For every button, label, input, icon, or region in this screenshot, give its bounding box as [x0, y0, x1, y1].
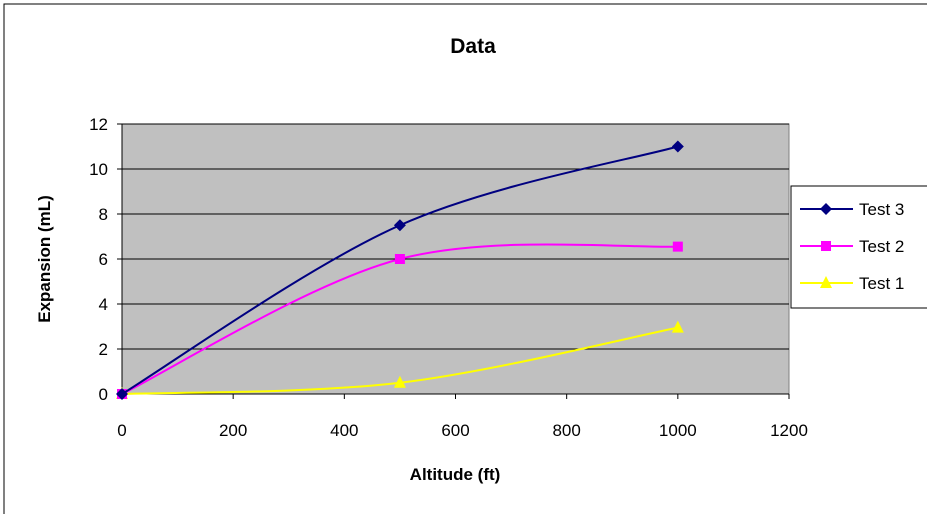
x-tick-label: 200 — [219, 421, 247, 440]
y-axis-label: Expansion (mL) — [35, 195, 54, 323]
series-layer — [116, 140, 684, 400]
x-axis-label: Altitude (ft) — [410, 465, 501, 484]
y-tick-label: 10 — [89, 160, 108, 179]
data-point-diamond — [116, 388, 128, 400]
chart-title: Data — [450, 35, 496, 58]
y-tick-label: 4 — [99, 295, 108, 314]
x-axis-tick-labels: 0 200 400 600 800 1000 1200 — [117, 394, 808, 440]
legend-triangle-icon — [820, 276, 832, 288]
legend-diamond-icon — [820, 203, 832, 215]
x-tick-label: 800 — [552, 421, 580, 440]
y-tick-label: 2 — [99, 340, 108, 359]
data-point-square — [394, 254, 405, 264]
legend-item: Test 3 — [800, 200, 904, 219]
x-tick-label: 600 — [441, 421, 469, 440]
legend-square-icon — [821, 241, 831, 251]
data-point-square — [672, 241, 683, 252]
legend-item: Test 1 — [800, 274, 904, 293]
y-tick-label: 8 — [99, 205, 108, 224]
legend: Test 3 Test 2 Test 1 — [800, 200, 904, 293]
legend-label: Test 1 — [859, 274, 904, 293]
data-point-triangle — [393, 375, 406, 388]
y-tick-label: 0 — [99, 385, 108, 404]
data-point-diamond — [671, 140, 684, 153]
y-tick-label: 6 — [99, 250, 108, 269]
legend-label: Test 3 — [859, 200, 904, 219]
series-test-3 — [116, 140, 684, 400]
x-tick-label: 0 — [117, 421, 126, 440]
grid-lines — [122, 123, 789, 350]
x-tick-label: 1000 — [659, 421, 697, 440]
x-tick-label: 400 — [330, 421, 358, 440]
data-point-diamond — [393, 219, 406, 232]
y-tick-label: 12 — [89, 115, 108, 134]
y-axis-tick-labels: 0 2 4 6 8 10 12 — [89, 115, 122, 404]
x-tick-label: 1200 — [770, 421, 808, 440]
legend-label: Test 2 — [859, 237, 904, 256]
data-point-triangle — [671, 320, 684, 333]
legend-item: Test 2 — [800, 237, 904, 256]
